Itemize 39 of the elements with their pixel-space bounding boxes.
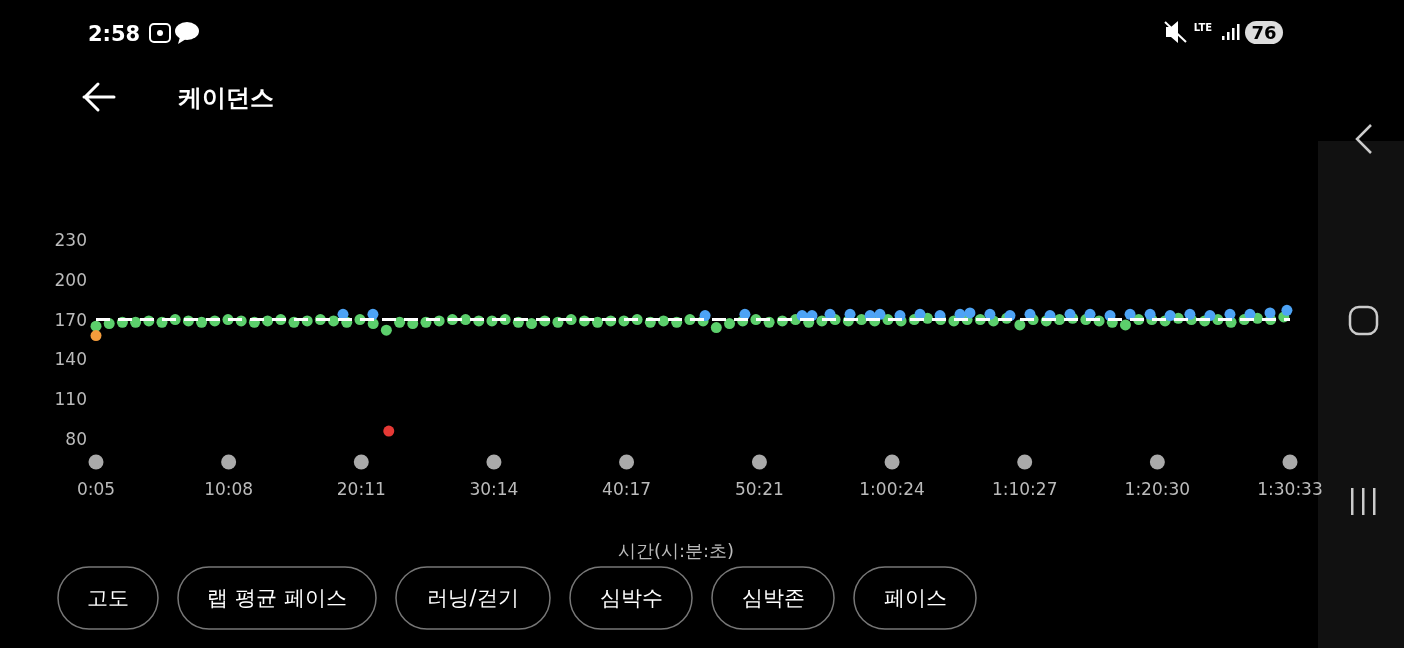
x-tick-label: 40:17 bbox=[602, 479, 652, 499]
text: 고도 bbox=[87, 586, 129, 610]
x-tick-label: 1:10:27 bbox=[991, 479, 1058, 499]
chart-title: 케이던스 bbox=[178, 84, 274, 112]
point bbox=[383, 425, 395, 437]
x-tick-label: 50:21 bbox=[734, 479, 784, 499]
x-tick-label: 1:20:30 bbox=[1124, 479, 1191, 499]
point bbox=[699, 310, 711, 322]
point bbox=[874, 308, 886, 320]
x-axis-title: 시간(시:분:초) bbox=[617, 540, 735, 561]
text: LTE bbox=[1193, 22, 1213, 33]
point bbox=[90, 330, 102, 342]
point bbox=[1184, 308, 1196, 320]
point bbox=[1264, 307, 1276, 319]
text: 2:58 bbox=[88, 22, 141, 46]
text: 심박존 bbox=[741, 586, 805, 610]
text: 랩 평균 페이스 bbox=[207, 586, 347, 610]
text: 76 bbox=[1251, 22, 1277, 43]
y-tick-label: 110 bbox=[54, 389, 87, 410]
x-tick-label: 20:11 bbox=[336, 479, 386, 499]
y-tick-label: 200 bbox=[54, 269, 87, 290]
x-tick-label: 30:14 bbox=[469, 479, 519, 499]
y-tick-label: 230 bbox=[54, 229, 87, 250]
point bbox=[984, 308, 996, 320]
point bbox=[1124, 308, 1136, 320]
point bbox=[1144, 308, 1156, 320]
text: 심박수 bbox=[599, 586, 663, 610]
y-tick-label: 80 bbox=[65, 428, 87, 449]
point bbox=[1281, 304, 1293, 316]
point bbox=[1164, 310, 1176, 322]
x-tick-label: 1:00:24 bbox=[859, 479, 925, 499]
y-tick-label: 170 bbox=[54, 309, 87, 330]
x-tick-label: 10:08 bbox=[204, 479, 254, 499]
x-tick-label: 1:30:33 bbox=[1257, 479, 1323, 499]
text: 러닝/걷기 bbox=[427, 586, 519, 610]
text: 페이스 bbox=[883, 586, 947, 610]
point bbox=[964, 307, 976, 319]
y-tick-label: 140 bbox=[54, 349, 87, 370]
x-tick-label: 0:05 bbox=[76, 479, 116, 499]
